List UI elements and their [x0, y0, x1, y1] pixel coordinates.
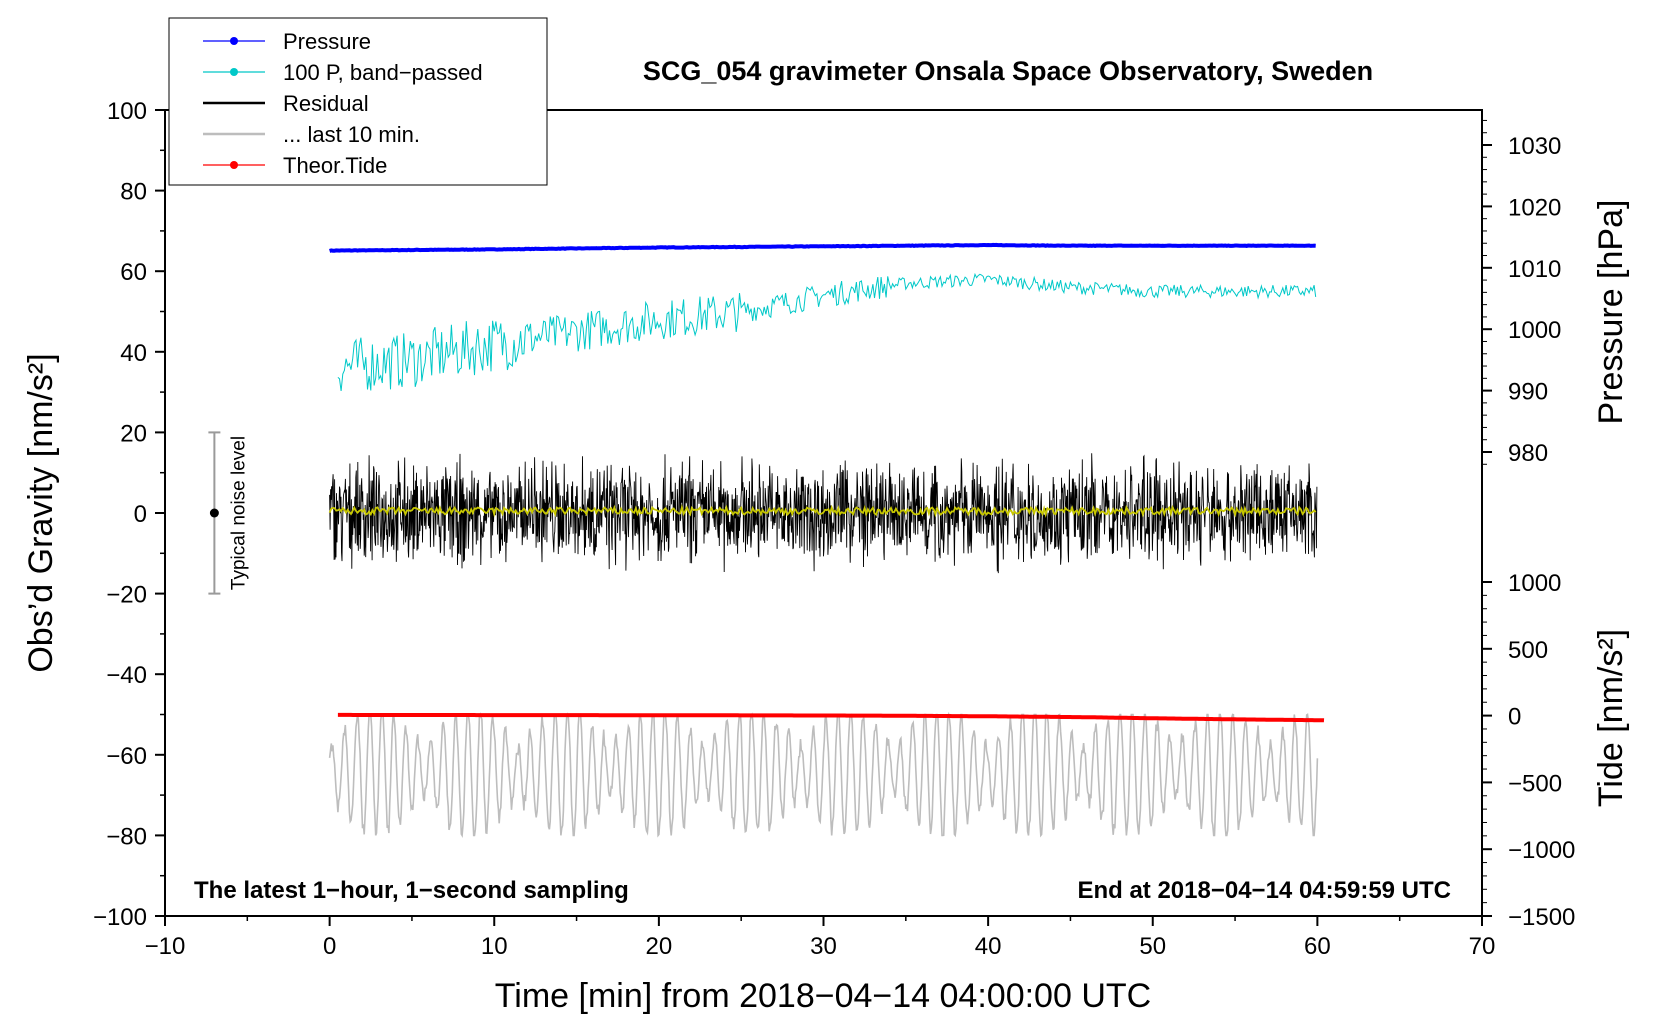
residual-smoothed-line	[328, 503, 1317, 518]
tide-tick-label: 0	[1508, 704, 1521, 731]
x-axis-ticks: −10 0 10 20 30 40 50 60 70	[145, 916, 1496, 960]
x-tick-label: 0	[323, 933, 336, 960]
y-tick-label: 20	[120, 420, 147, 447]
tide-tick-label: 500	[1508, 637, 1548, 664]
x-axis-label: Time [min] from 2018−04−14 04:00:00 UTC	[495, 977, 1151, 1015]
pressure-line	[329, 242, 1316, 253]
y-tick-label: −80	[106, 823, 147, 850]
legend-label: ... last 10 min.	[283, 122, 420, 147]
y-tick-label: −20	[106, 582, 147, 609]
chart-title: SCG_054 gravimeter Onsala Space Observat…	[643, 56, 1373, 86]
legend-entry: Pressure	[203, 29, 371, 54]
pressure-tick-label: 990	[1508, 379, 1548, 406]
last-10-min-line	[328, 711, 1319, 839]
x-tick-label: 30	[810, 933, 837, 960]
noise-level-label: Typical noise level	[228, 436, 249, 590]
x-tick-label: 20	[646, 933, 673, 960]
band-passed-line	[337, 272, 1317, 391]
y-tick-label: 80	[120, 179, 147, 206]
y-tick-label: −100	[93, 904, 147, 931]
legend-marker	[230, 161, 238, 169]
legend-label: Pressure	[283, 29, 371, 54]
x-tick-label: −10	[145, 933, 186, 960]
series-pressure	[329, 242, 1316, 253]
tide-axis-ticks: −1500 −1000 −500 0 500 1000	[1482, 570, 1575, 931]
pressure-tick-label: 1010	[1508, 256, 1561, 283]
legend-label: Residual	[283, 91, 369, 116]
annotation-sampling: The latest 1−hour, 1−second sampling	[194, 877, 629, 904]
x-tick-label: 40	[975, 933, 1002, 960]
legend-marker	[230, 37, 238, 45]
series-theor-tide	[337, 712, 1325, 723]
tide-tick-label: −1500	[1508, 904, 1575, 931]
tide-tick-label: −500	[1508, 770, 1562, 797]
y-tick-label: 40	[120, 340, 147, 367]
noise-level-indicator	[208, 431, 221, 595]
legend-label: 100 P, band−passed	[283, 60, 483, 85]
legend: Pressure 100 P, band−passed Residual ... la…	[168, 17, 548, 186]
tide-tick-label: 1000	[1508, 570, 1561, 597]
legend-label: Theor.Tide	[283, 153, 387, 178]
y-tick-label: 100	[107, 98, 147, 125]
y-tick-label: −60	[106, 743, 147, 770]
y-axis-label: Obs’d Gravity [nm/s²]	[22, 353, 60, 672]
legend-entry: 100 P, band−passed	[203, 60, 483, 85]
series-residual-smoothed	[328, 503, 1317, 518]
pressure-tick-label: 1000	[1508, 317, 1561, 344]
x-tick-label: 60	[1304, 933, 1331, 960]
series-last-10-min	[328, 711, 1319, 839]
y-tick-label: 60	[120, 259, 147, 286]
pressure-axis-label: Pressure [hPa]	[1592, 200, 1630, 425]
tide-tick-label: −1000	[1508, 837, 1575, 864]
series-band-passed	[337, 272, 1317, 391]
x-tick-label: 50	[1139, 933, 1166, 960]
legend-entry: Residual	[203, 91, 369, 116]
y-axis-ticks: −100 −80 −60 −40 −20 0 20 40 60 80 100	[93, 98, 165, 931]
theor-tide-line	[337, 712, 1325, 723]
legend-entry: Theor.Tide	[203, 153, 387, 178]
pressure-axis-ticks: 980 990 1000 1010 1020 1030	[1482, 119, 1561, 467]
pressure-tick-label: 980	[1508, 440, 1548, 467]
pressure-tick-label: 1030	[1508, 133, 1561, 160]
x-tick-label: 70	[1469, 933, 1496, 960]
x-tick-label: 10	[481, 933, 508, 960]
legend-marker	[230, 68, 238, 76]
legend-entry: ... last 10 min.	[203, 122, 420, 147]
annotation-end-time: End at 2018−04−14 04:59:59 UTC	[1077, 877, 1451, 904]
pressure-tick-label: 1020	[1508, 194, 1561, 221]
y-tick-label: 0	[134, 501, 147, 528]
tide-axis-label: Tide [nm/s²]	[1592, 629, 1630, 807]
y-tick-label: −40	[106, 662, 147, 689]
